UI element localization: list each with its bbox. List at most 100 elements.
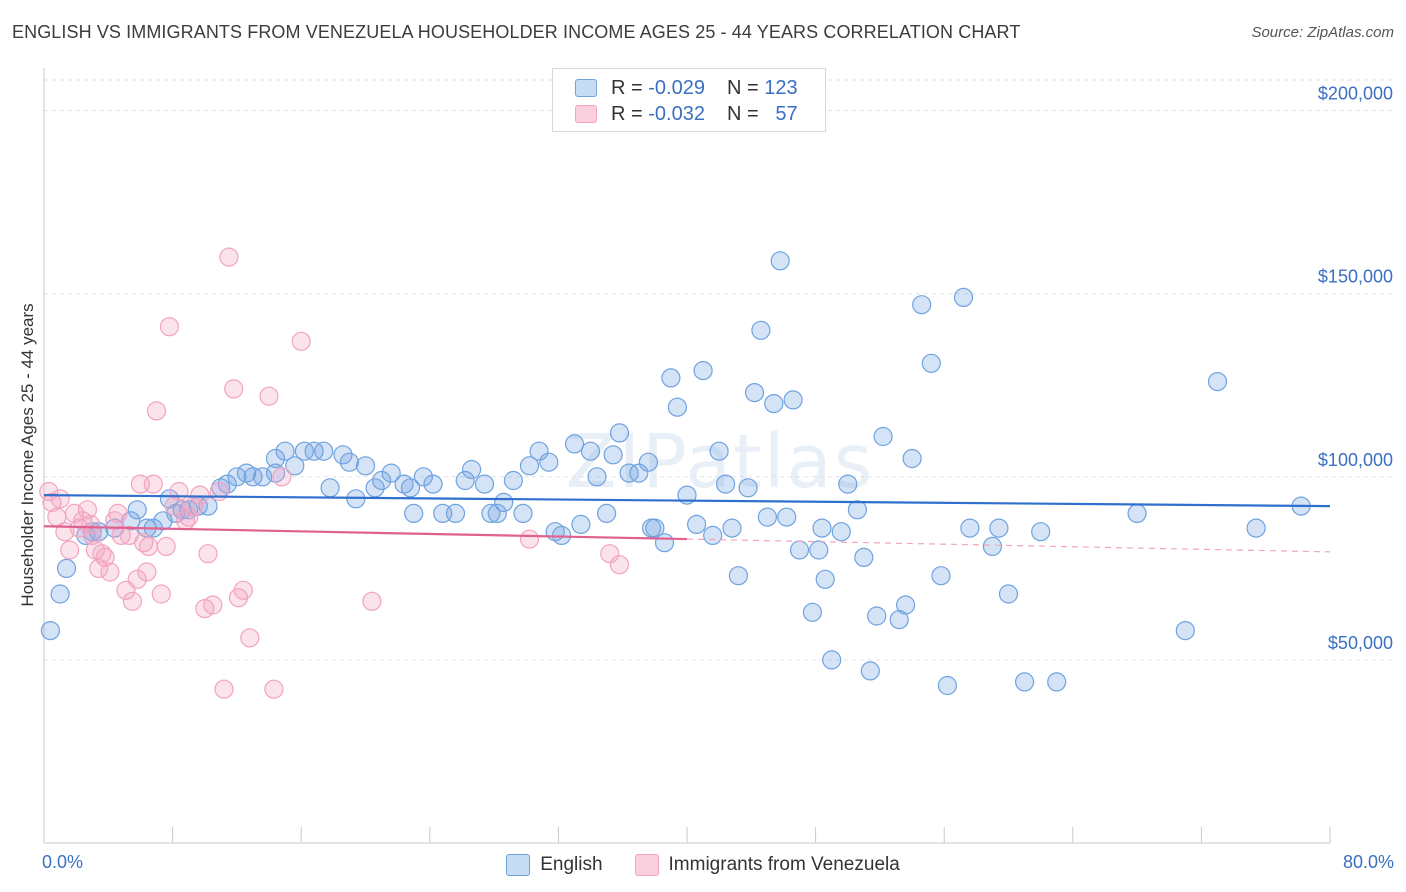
- english-point: [40, 620, 61, 641]
- english-point: [757, 507, 778, 527]
- y-tick-label: $200,000: [1318, 84, 1393, 104]
- source-label: Source: ZipAtlas.com: [1251, 24, 1394, 41]
- english-point: [394, 474, 414, 494]
- venezuela-n-value: 57: [775, 102, 798, 125]
- english-point: [989, 518, 1009, 538]
- english-point: [709, 441, 729, 461]
- english-point: [1207, 372, 1228, 392]
- english-point: [722, 518, 742, 538]
- english-point: [860, 661, 880, 681]
- english-point: [838, 474, 858, 494]
- english-points: [40, 251, 1311, 696]
- english-point: [1175, 620, 1195, 641]
- english-point: [539, 452, 559, 472]
- y-axis-label: Householder Income Ages 25 - 44 years: [18, 303, 37, 606]
- english-point: [902, 448, 922, 469]
- english-point: [381, 463, 401, 483]
- english-swatch: [575, 79, 597, 97]
- english-point: [982, 536, 1003, 557]
- english-point: [867, 606, 887, 626]
- english-point: [455, 470, 475, 491]
- stats-legend: R = -0.029 N = 123 R = -0.032 N = 57: [552, 68, 826, 132]
- venezuela-point: [219, 247, 239, 267]
- english-point: [895, 595, 916, 615]
- venezuela-point: [60, 540, 80, 560]
- english-point: [738, 478, 758, 498]
- english-point: [413, 467, 433, 487]
- english-point: [847, 500, 868, 520]
- venezuela-point: [291, 331, 311, 351]
- english-point: [812, 518, 832, 538]
- english-point: [629, 463, 649, 483]
- english-point: [619, 463, 639, 483]
- english-point: [564, 434, 585, 454]
- english-point: [503, 470, 524, 491]
- english-point: [783, 390, 803, 410]
- english-point: [243, 467, 263, 487]
- venezuela-point: [224, 379, 244, 399]
- venezuela-point: [92, 544, 112, 564]
- y-tick-label: $50,000: [1328, 633, 1393, 653]
- english-point: [641, 518, 662, 538]
- english-point: [400, 478, 421, 498]
- english-point: [953, 287, 974, 307]
- chart-title: ENGLISH VS IMMIGRANTS FROM VENEZUELA HOU…: [12, 22, 1021, 42]
- english-point: [912, 295, 932, 315]
- venezuela-point: [137, 562, 157, 582]
- venezuela-point: [143, 474, 163, 494]
- english-point: [667, 397, 688, 417]
- english-point: [789, 540, 810, 560]
- venezuela-point: [156, 536, 176, 557]
- english-point: [275, 441, 295, 461]
- english-point: [809, 540, 829, 560]
- stats-row-venezuela: R = -0.032 N = 57: [575, 101, 798, 127]
- venezuela-point: [151, 584, 171, 604]
- english-point: [960, 518, 980, 538]
- english-r-label: R =: [611, 76, 643, 99]
- venezuela-point: [519, 529, 540, 549]
- x-tick-label-max: 80.0%: [1343, 852, 1394, 872]
- english-point: [751, 320, 771, 340]
- english-point: [686, 514, 707, 535]
- english-point: [693, 361, 713, 381]
- english-point: [728, 566, 749, 586]
- venezuela-point: [600, 544, 620, 564]
- english-point: [937, 675, 958, 696]
- english-point: [587, 467, 607, 487]
- y-tick-label: $150,000: [1318, 267, 1393, 287]
- stats-row-english: R = -0.029 N = 123: [575, 75, 798, 101]
- trend-lines: [43, 494, 1331, 553]
- legend-label-venezuela: Immigrants from Venezuela: [668, 854, 900, 875]
- english-point: [227, 467, 247, 487]
- legend-label-english: English: [540, 854, 603, 875]
- venezuela-point: [159, 317, 179, 337]
- venezuela-r-label: R =: [611, 102, 643, 125]
- english-point: [462, 459, 482, 480]
- venezuela-point: [203, 595, 223, 615]
- english-point: [596, 503, 617, 524]
- english-point: [998, 584, 1019, 604]
- venezuela-point: [362, 591, 382, 611]
- venezuela-point: [80, 514, 101, 535]
- venezuela-point: [108, 503, 128, 524]
- venezuela-n-label: N =: [726, 102, 759, 125]
- venezuela-point: [240, 628, 260, 648]
- english-point: [285, 456, 305, 476]
- english-point: [744, 383, 765, 403]
- venezuela-point: [190, 485, 210, 505]
- legend-item-english[interactable]: English: [506, 854, 603, 876]
- legend-item-venezuela[interactable]: Immigrants from Venezuela: [634, 854, 900, 876]
- venezuela-point: [233, 580, 253, 600]
- english-r-value: -0.029: [648, 76, 705, 99]
- english-point: [703, 525, 723, 546]
- english-point: [764, 394, 784, 414]
- english-point: [423, 474, 443, 494]
- english-point: [304, 441, 324, 461]
- venezuela-point: [127, 569, 147, 589]
- venezuela-point: [272, 467, 292, 487]
- english-point: [580, 441, 601, 461]
- english-point: [1014, 672, 1035, 692]
- venezuela-point: [209, 481, 229, 502]
- english-point: [333, 445, 353, 465]
